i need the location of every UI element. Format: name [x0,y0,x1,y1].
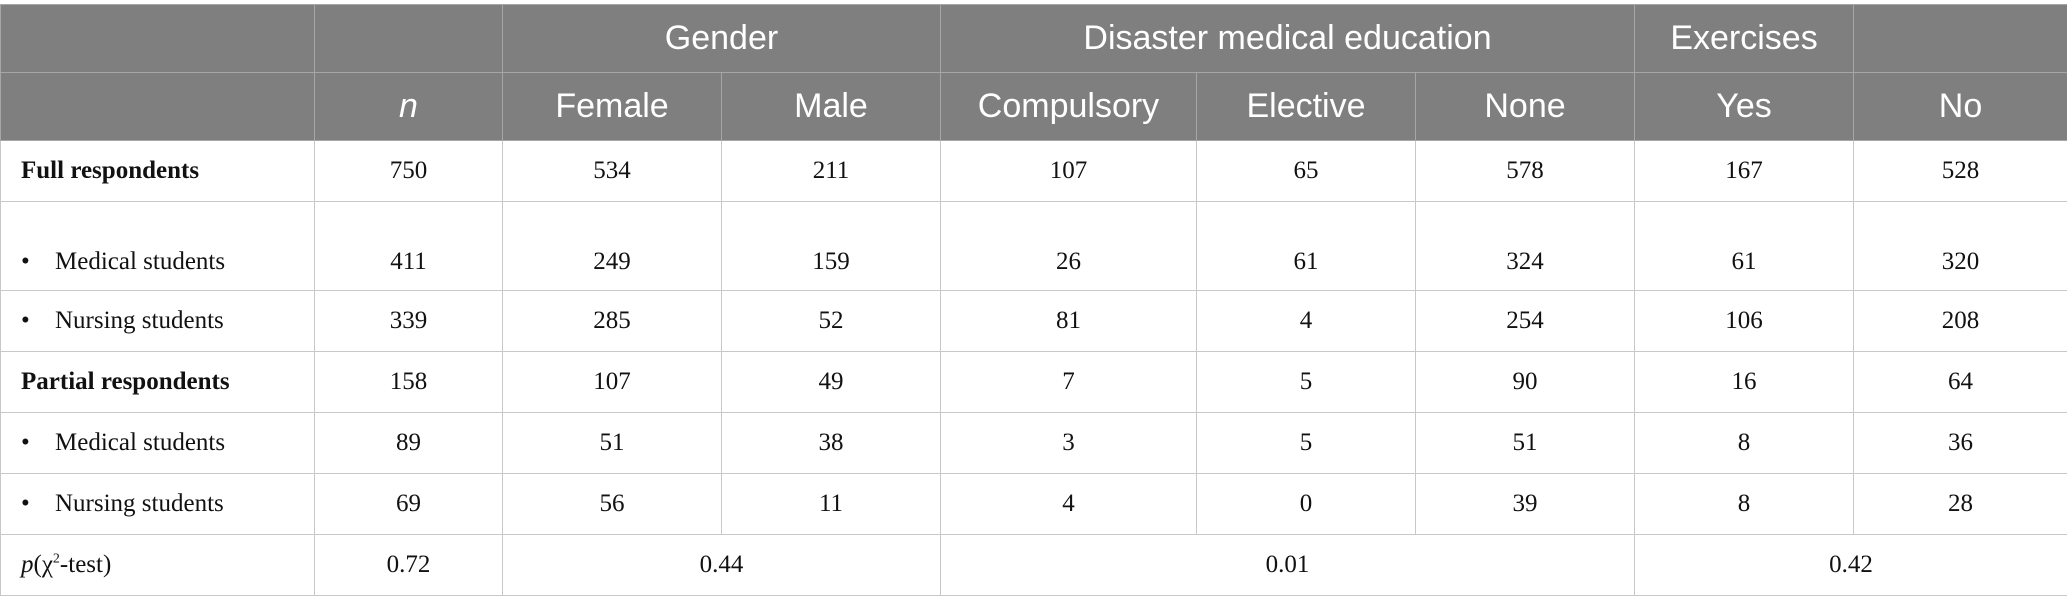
row-label: • Medical students [0,412,315,474]
table-row-partial-nursing: • Nursing students 69 56 11 4 0 39 8 28 [0,473,2067,535]
cell-male: 49 [721,351,941,413]
cell-compulsory: 107 [940,140,1197,202]
cell-male: 11 [721,473,941,535]
table-row-chi-square: p(χ2-test) 0.72 0.44 0.01 0.42 [0,534,2067,596]
cell-female: 56 [502,473,722,535]
cell-yes: 106 [1634,290,1855,352]
cell-p-gender: 0.44 [502,534,941,596]
cell-compulsory: 4 [940,473,1197,535]
cell-male: 52 [721,290,941,352]
row-label-text: Nursing students [55,307,224,334]
cell-male: 159 [721,201,941,291]
cell-none: 324 [1414,201,1636,291]
header-col-n: n [314,72,503,141]
cell-elective: 5 [1196,351,1416,413]
cell-yes: 61 [1634,201,1855,291]
cell-female: 107 [502,351,722,413]
cell-yes: 16 [1634,351,1855,413]
cell-female: 249 [502,201,722,291]
row-label-text: Nursing students [55,490,224,517]
cell-elective: 5 [1196,412,1416,474]
cell-p-education: 0.01 [939,534,1636,596]
demographics-table: Gender Disaster medical education Exerci… [0,4,2067,596]
cell-no: 64 [1853,351,2067,413]
cell-p-n: 0.72 [314,534,503,596]
cell-female: 51 [502,412,722,474]
cell-male: 211 [721,140,941,202]
cell-yes: 8 [1634,473,1855,535]
header-corner-2 [0,72,315,141]
header-row-columns: n Female Male Compulsory Elective None Y… [0,72,2067,141]
ptest-label-b: -test) [59,551,112,578]
cell-none: 51 [1414,412,1636,474]
table-row-full-medical: • Medical students 411 249 159 26 61 324 … [0,201,2067,291]
bullet-icon: • [21,490,30,517]
cell-n: 411 [314,201,503,291]
row-label: Full respondents [0,140,315,202]
ptest-label-sup: 2 [52,551,60,567]
row-label-ptest: p(χ2-test) [0,534,315,596]
table-row-partial-medical: • Medical students 89 51 38 3 5 51 8 36 [0,412,2067,474]
cell-female: 534 [502,140,722,202]
row-label: • Medical students [0,201,315,291]
cell-p-exercises: 0.42 [1634,534,2067,596]
table-row-partial-respondents: Partial respondents 158 107 49 7 5 90 16… [0,351,2067,413]
cell-none: 39 [1414,473,1636,535]
cell-no: 36 [1853,412,2067,474]
header-col-male: Male [721,72,941,141]
cell-no: 28 [1853,473,2067,535]
cell-compulsory: 26 [940,201,1197,291]
cell-yes: 167 [1634,140,1855,202]
header-group-gender: Gender [502,4,941,73]
cell-no: 528 [1853,140,2067,202]
table-row-full-respondents: Full respondents 750 534 211 107 65 578 … [0,140,2067,202]
cell-female: 285 [502,290,722,352]
table-row-full-nursing: • Nursing students 339 285 52 81 4 254 10… [0,290,2067,352]
cell-yes: 8 [1634,412,1855,474]
header-group-education: Disaster medical education [939,4,1636,73]
cell-none: 254 [1414,290,1636,352]
cell-n: 158 [314,351,503,413]
cell-none: 578 [1414,140,1636,202]
row-label: Partial respondents [0,351,315,413]
cell-male: 38 [721,412,941,474]
header-blank-no [1853,4,2067,73]
row-label: • Nursing students [0,290,315,352]
cell-compulsory: 81 [940,290,1197,352]
cell-elective: 0 [1196,473,1416,535]
cell-elective: 65 [1196,140,1416,202]
bullet-icon: • [21,248,30,275]
bullet-icon: • [21,429,30,456]
cell-n: 750 [314,140,503,202]
bullet-icon: • [21,307,30,334]
p-symbol: p [21,551,34,578]
cell-n: 339 [314,290,503,352]
header-group-exercises: Exercises [1634,4,1855,73]
header-col-female: Female [502,72,722,141]
cell-elective: 61 [1196,201,1416,291]
header-corner [0,4,315,73]
cell-elective: 4 [1196,290,1416,352]
row-label-text: Medical students [55,248,226,275]
header-blank-n [314,4,503,73]
row-label: • Nursing students [0,473,315,535]
header-col-compulsory: Compulsory [940,72,1197,141]
cell-compulsory: 7 [940,351,1197,413]
header-col-elective: Elective [1196,72,1416,141]
cell-none: 90 [1414,351,1636,413]
header-col-none: None [1414,72,1636,141]
row-label-text: Medical students [55,429,226,456]
header-col-yes: Yes [1634,72,1855,141]
header-col-no: No [1853,72,2067,141]
cell-no: 320 [1853,201,2067,291]
cell-no: 208 [1853,290,2067,352]
cell-n: 69 [314,473,503,535]
cell-n: 89 [314,412,503,474]
cell-compulsory: 3 [940,412,1197,474]
ptest-label-a: (χ [33,551,53,578]
header-row-groups: Gender Disaster medical education Exerci… [0,4,2067,73]
